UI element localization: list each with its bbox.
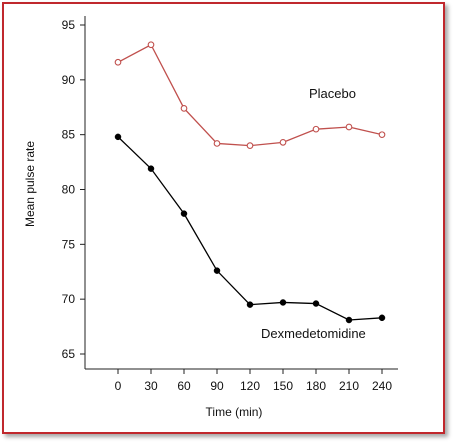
data-point-dexmedetomidine xyxy=(147,165,155,172)
y-ticks: 65 70 75 80 85 90 95 xyxy=(62,18,85,361)
data-point-dexmedetomidine xyxy=(246,301,254,308)
x-axis-title: Time (min) xyxy=(206,405,263,419)
data-point-placebo xyxy=(378,131,386,139)
data-point-dexmedetomidine xyxy=(114,133,122,141)
chart-frame: 65 70 75 80 85 90 95 0 30 60 90 120 150 180 210 240 Me… xyxy=(2,2,445,434)
x-tick-label: 90 xyxy=(210,379,224,393)
y-tick-label: 70 xyxy=(62,292,76,306)
y-tick-label: 95 xyxy=(62,18,76,32)
x-tick-label: 210 xyxy=(339,379,359,393)
data-point-placebo xyxy=(279,138,287,146)
series-placebo xyxy=(114,41,386,149)
data-point-placebo xyxy=(213,140,221,147)
axes xyxy=(84,16,398,370)
series-label-dexmedetomidine: Dexmedetomidine xyxy=(261,326,366,341)
data-point-dexmedetomidine xyxy=(213,267,221,274)
series-line-dexmedetomidine xyxy=(117,136,383,321)
data-point-dexmedetomidine xyxy=(180,210,188,217)
x-tick-label: 0 xyxy=(115,379,122,393)
data-point-placebo xyxy=(246,142,254,149)
x-tick-label: 30 xyxy=(144,379,158,393)
y-tick-label: 75 xyxy=(62,237,76,251)
x-ticks: 0 30 60 90 120 150 180 210 240 xyxy=(115,369,392,393)
x-tick-label: 150 xyxy=(273,379,293,393)
data-point-placebo xyxy=(114,58,122,66)
data-point-dexmedetomidine xyxy=(279,299,287,306)
line-chart: 65 70 75 80 85 90 95 0 30 60 90 120 150 180 210 240 Me… xyxy=(23,16,398,419)
x-tick-label: 60 xyxy=(177,379,191,393)
x-tick-label: 180 xyxy=(306,379,326,393)
data-point-placebo xyxy=(312,125,320,133)
y-tick-label: 80 xyxy=(62,183,76,197)
data-point-placebo xyxy=(180,104,188,112)
x-tick-label: 240 xyxy=(372,379,392,393)
data-point-placebo xyxy=(345,123,353,131)
series-dexmedetomidine xyxy=(114,133,386,324)
y-axis-title: Mean pulse rate xyxy=(23,141,37,227)
data-point-dexmedetomidine xyxy=(378,314,386,322)
y-tick-label: 65 xyxy=(62,347,76,361)
y-tick-label: 85 xyxy=(62,128,76,142)
data-point-placebo xyxy=(147,41,155,49)
x-tick-label: 120 xyxy=(240,379,260,393)
data-point-dexmedetomidine xyxy=(312,300,320,307)
series-layer xyxy=(114,41,386,324)
y-tick-label: 90 xyxy=(62,73,76,87)
series-label-placebo: Placebo xyxy=(309,86,356,101)
data-point-dexmedetomidine xyxy=(345,316,353,324)
